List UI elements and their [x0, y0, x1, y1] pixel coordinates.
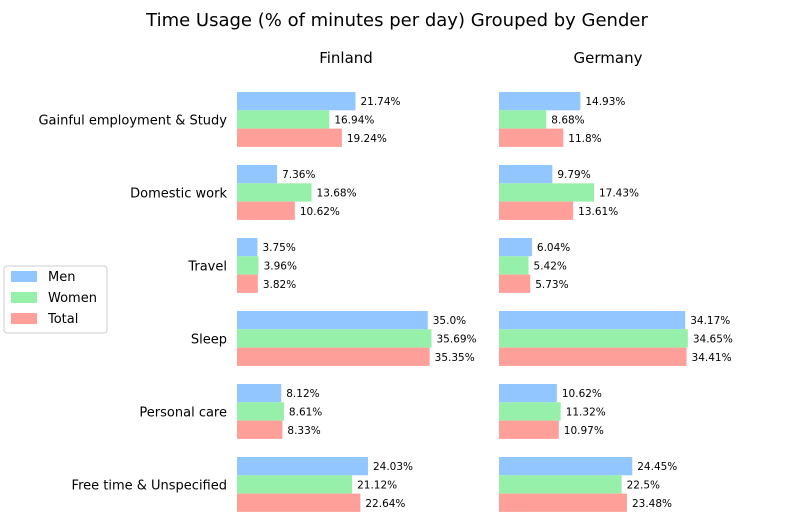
value-label-finland-men-gainful-employment-and-study: 21.74% [360, 96, 400, 108]
bar-finland-total-gainful-employment-and-study [237, 128, 342, 147]
category-label-free-time-and-unspecified: Free time & Unspecified [72, 478, 227, 493]
value-label-finland-men-travel: 3.75% [262, 242, 295, 254]
category-label-travel: Travel [187, 259, 227, 274]
value-label-germany-men-gainful-employment-and-study: 14.93% [585, 96, 625, 108]
bar-germany-total-personal-care [499, 420, 559, 439]
category-label-sleep: Sleep [191, 332, 227, 347]
bar-germany-women-domestic-work [499, 183, 594, 202]
legend-swatch-total [11, 313, 37, 324]
bar-germany-men-travel [499, 238, 532, 257]
bar-germany-total-gainful-employment-and-study [499, 128, 564, 147]
value-label-germany-total-sleep: 34.41% [692, 352, 732, 364]
bar-finland-women-gainful-employment-and-study [237, 110, 330, 129]
value-label-finland-women-domestic-work: 13.68% [317, 187, 357, 199]
bar-germany-total-domestic-work [499, 201, 574, 220]
bar-germany-men-gainful-employment-and-study [499, 92, 581, 111]
bar-germany-women-sleep [499, 329, 688, 348]
legend-label-women: Women [48, 291, 97, 306]
bar-finland-total-personal-care [237, 420, 283, 439]
value-label-finland-women-sleep: 35.69% [437, 333, 477, 345]
value-label-finland-total-personal-care: 8.33% [287, 425, 320, 437]
value-label-germany-women-domestic-work: 17.43% [599, 187, 639, 199]
panel-finland: 21.74% 7.36% 3.75% 35.0% 8.12% 24.03% 16.94% 13… [237, 92, 477, 512]
legend: Men Women Total [3, 265, 108, 334]
bar-germany-women-gainful-employment-and-study [499, 110, 547, 129]
value-label-finland-total-travel: 3.82% [263, 279, 296, 291]
bar-germany-men-domestic-work [499, 165, 553, 184]
value-label-finland-women-free-time-and-unspecified: 21.12% [357, 479, 397, 491]
bar-germany-women-travel [499, 256, 529, 275]
bar-germany-total-travel [499, 274, 531, 293]
value-label-finland-women-personal-care: 8.61% [289, 406, 322, 418]
bar-finland-total-free-time-and-unspecified [237, 493, 361, 512]
legend-swatch-men [11, 271, 37, 282]
category-label-gainful-employment-and-study: Gainful employment & Study [38, 113, 227, 128]
value-label-germany-women-gainful-employment-and-study: 8.68% [551, 114, 584, 126]
value-label-finland-men-sleep: 35.0% [433, 315, 466, 327]
bar-finland-men-domestic-work [237, 165, 278, 184]
legend-swatch-women [11, 292, 37, 303]
bar-finland-women-domestic-work [237, 183, 312, 202]
bar-finland-total-domestic-work [237, 201, 295, 220]
value-label-finland-men-free-time-and-unspecified: 24.03% [373, 461, 413, 473]
bar-finland-men-sleep [237, 311, 428, 330]
value-label-germany-women-travel: 5.42% [534, 260, 567, 272]
bar-germany-women-personal-care [499, 402, 561, 421]
value-label-germany-total-travel: 5.73% [535, 279, 568, 291]
bar-finland-women-travel [237, 256, 259, 275]
bar-finland-men-travel [237, 238, 258, 257]
chart-title: Time Usage (% of minutes per day) Groupe… [145, 10, 648, 31]
value-label-germany-men-sleep: 34.17% [690, 315, 730, 327]
bar-germany-men-personal-care [499, 384, 557, 403]
value-label-germany-women-free-time-and-unspecified: 22.5% [627, 479, 660, 491]
value-label-finland-men-domestic-work: 7.36% [282, 169, 315, 181]
bar-finland-women-free-time-and-unspecified [237, 475, 353, 494]
value-label-finland-total-domestic-work: 10.62% [300, 206, 340, 218]
value-label-germany-total-free-time-and-unspecified: 23.48% [632, 498, 672, 510]
value-label-germany-women-sleep: 34.65% [693, 333, 733, 345]
value-label-finland-women-travel: 3.96% [264, 260, 297, 272]
category-labels: Gainful employment & Study Domestic work T… [38, 113, 227, 493]
value-label-germany-men-domestic-work: 9.79% [557, 169, 590, 181]
bar-finland-total-sleep [237, 347, 430, 366]
bar-germany-total-free-time-and-unspecified [499, 493, 627, 512]
value-label-germany-total-gainful-employment-and-study: 11.8% [568, 133, 601, 145]
legend-label-total: Total [47, 312, 78, 327]
value-label-germany-men-travel: 6.04% [537, 242, 570, 254]
value-label-germany-men-personal-care: 10.62% [562, 388, 602, 400]
panel-title-germany: Germany [574, 49, 643, 67]
bar-finland-total-travel [237, 274, 258, 293]
bar-finland-men-personal-care [237, 384, 282, 403]
legend-label-men: Men [48, 270, 75, 285]
value-label-finland-total-gainful-employment-and-study: 19.24% [347, 133, 387, 145]
panel-germany: 14.93% 9.79% 6.04% 34.17% 10.62% 24.45% 8.68% 1… [499, 92, 733, 512]
category-label-personal-care: Personal care [139, 405, 227, 420]
value-label-germany-women-personal-care: 11.32% [566, 406, 606, 418]
bar-germany-men-free-time-and-unspecified [499, 457, 633, 476]
bar-finland-women-sleep [237, 329, 432, 348]
value-label-finland-total-sleep: 35.35% [435, 352, 475, 364]
value-label-germany-men-free-time-and-unspecified: 24.45% [637, 461, 677, 473]
value-label-finland-women-gainful-employment-and-study: 16.94% [334, 114, 374, 126]
category-label-domestic-work: Domestic work [130, 186, 227, 201]
bar-germany-men-sleep [499, 311, 686, 330]
bar-finland-women-personal-care [237, 402, 284, 421]
bar-finland-men-gainful-employment-and-study [237, 92, 356, 111]
value-label-finland-men-personal-care: 8.12% [286, 388, 319, 400]
value-label-germany-total-personal-care: 10.97% [564, 425, 604, 437]
value-label-germany-total-domestic-work: 13.61% [578, 206, 618, 218]
bar-finland-men-free-time-and-unspecified [237, 457, 368, 476]
bar-germany-total-sleep [499, 347, 687, 366]
value-label-finland-total-free-time-and-unspecified: 22.64% [365, 498, 405, 510]
bar-germany-women-free-time-and-unspecified [499, 475, 622, 494]
panel-title-finland: Finland [319, 49, 373, 67]
